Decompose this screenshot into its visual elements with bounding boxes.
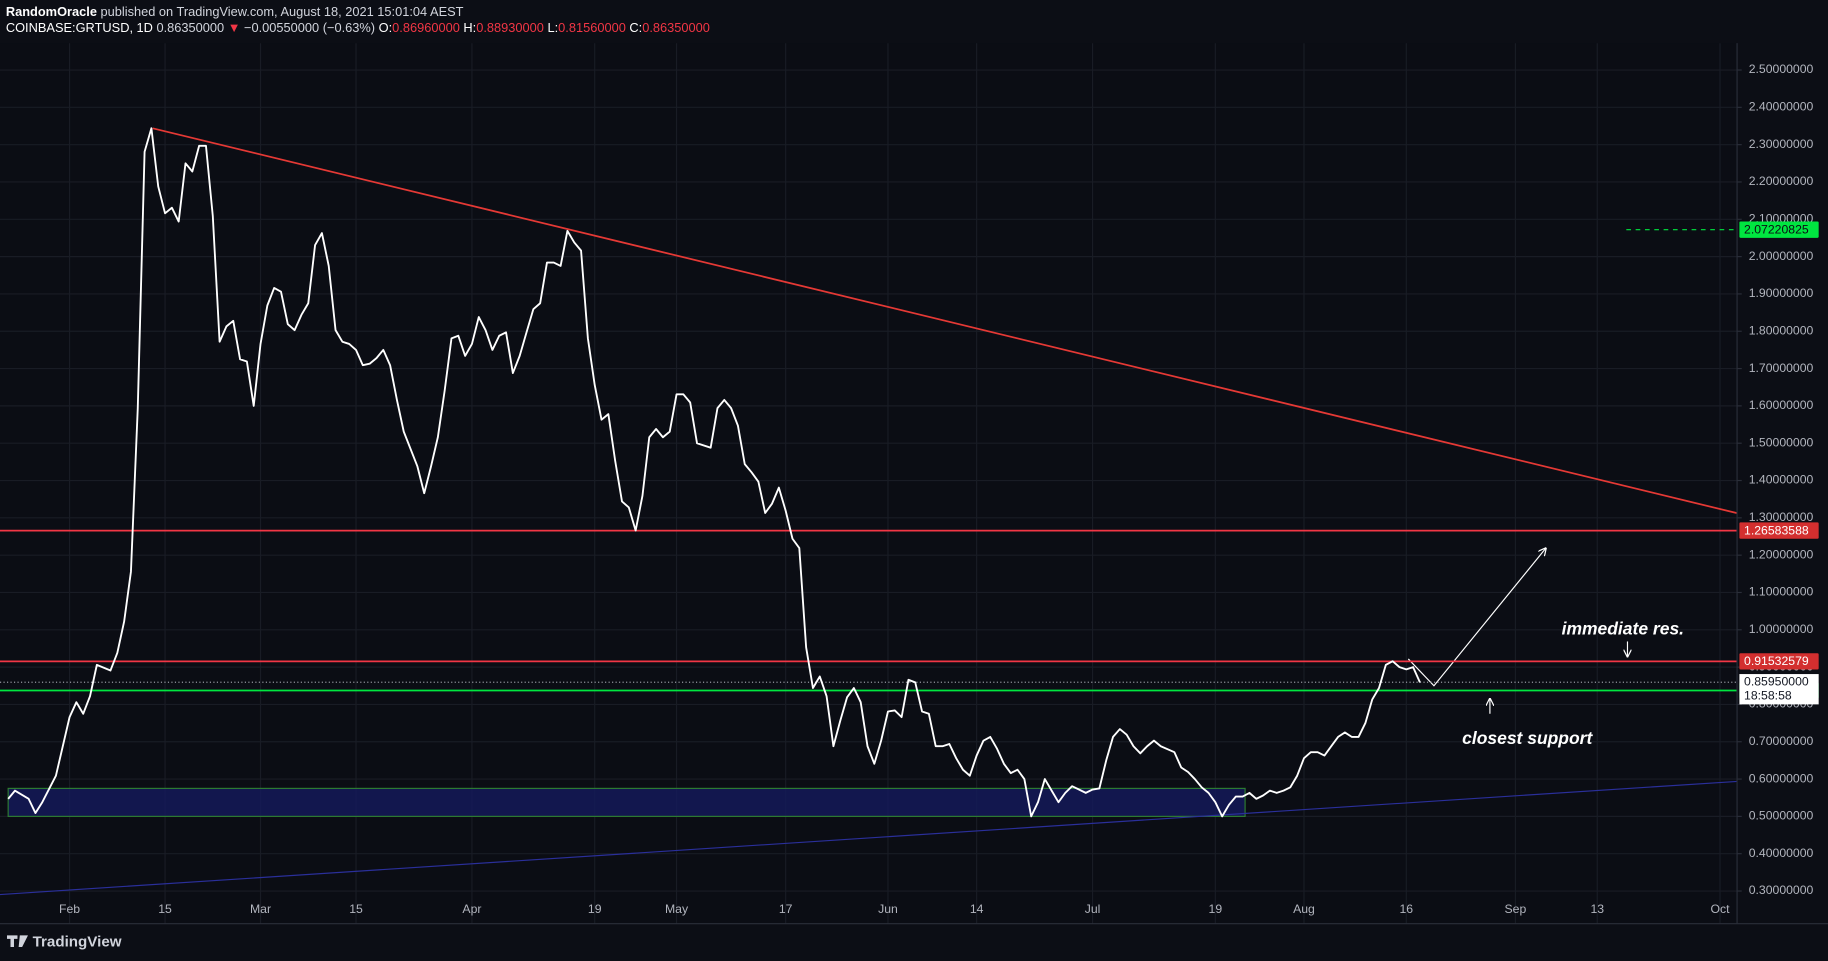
last-price-box — [1739, 674, 1819, 705]
level-label-box — [1739, 522, 1819, 539]
y-tick-label: 2.30000000 — [1749, 137, 1814, 151]
y-tick-label: 0.60000000 — [1749, 771, 1814, 785]
brand-logo — [6, 935, 28, 948]
y-tick-label: 1.50000000 — [1749, 435, 1814, 449]
y-tick-label: 1.30000000 — [1749, 510, 1814, 524]
level-label-box — [1739, 653, 1819, 670]
y-tick-label: 0.30000000 — [1749, 883, 1814, 897]
grid — [0, 43, 1738, 924]
x-tick-label: Oct — [1710, 902, 1730, 916]
x-tick-label: Apr — [462, 902, 481, 916]
ohlc-value: 0.86350000 — [642, 21, 710, 36]
level-label: 0.91532579 — [1744, 654, 1809, 668]
annotation: closest support — [1462, 728, 1593, 748]
symbol-line: COINBASE:GRTUSD, 1D 0.86350000 ▼ −0.0055… — [6, 21, 710, 36]
x-tick-label: 19 — [1209, 902, 1223, 916]
ohlc-key: O: — [379, 21, 393, 36]
ohlc-key: C: — [629, 21, 642, 36]
x-tick-label: Aug — [1293, 902, 1315, 916]
x-tick-label: Jul — [1085, 902, 1101, 916]
annotation: immediate res. — [1562, 618, 1684, 638]
ohlc-key: H: — [463, 21, 476, 36]
x-tick-label: 15 — [349, 902, 363, 916]
y-tick-label: 1.00000000 — [1749, 622, 1814, 636]
header-line: RandomOracle published on TradingView.co… — [6, 4, 464, 19]
x-tick-label: Feb — [59, 902, 80, 916]
price: 0.86350000 — [157, 21, 225, 36]
level-label: 2.07220825 — [1744, 222, 1809, 236]
symbol: COINBASE:GRTUSD, 1D — [6, 21, 153, 36]
y-tick-label: 1.90000000 — [1749, 286, 1814, 300]
y-tick-label: 1.80000000 — [1749, 323, 1814, 337]
y-tick-label: 1.10000000 — [1749, 585, 1814, 599]
brand: TradingView — [6, 933, 122, 950]
y-tick-label: 1.60000000 — [1749, 398, 1814, 412]
demand-zone — [7, 787, 1246, 817]
y-tick-label: 0.40000000 — [1749, 846, 1814, 860]
levels — [0, 229, 1738, 692]
change: −0.00550000 (−0.63%) — [244, 21, 375, 36]
x-tick-label: Mar — [250, 902, 271, 916]
y-tick-label: 1.70000000 — [1749, 361, 1814, 375]
y-tick-label: 2.40000000 — [1749, 100, 1814, 114]
last-price-label: 0.85950000 — [1744, 674, 1809, 688]
x-tick-label: Jun — [878, 902, 898, 916]
y-tick-label: 0.70000000 — [1749, 734, 1814, 748]
level-label: 1.26583588 — [1744, 523, 1809, 537]
brand-name: TradingView — [33, 933, 122, 950]
author: RandomOracle — [6, 4, 97, 19]
y-tick-label: 2.20000000 — [1749, 174, 1814, 188]
drawings — [0, 127, 1738, 896]
x-tick-label: 16 — [1399, 902, 1413, 916]
x-tick-label: 13 — [1590, 902, 1604, 916]
series — [7, 127, 1421, 818]
x-tick-label: May — [665, 902, 689, 916]
y-tick-label: 1.40000000 — [1749, 473, 1814, 487]
published: published on TradingView.com, August 18,… — [101, 4, 464, 19]
x-tick-label: 15 — [158, 902, 172, 916]
price-line — [7, 127, 1421, 818]
direction: ▼ — [228, 21, 241, 36]
x-tick-label: Sep — [1505, 902, 1527, 916]
y-tick-label: 0.50000000 — [1749, 809, 1814, 823]
ohlc-value: 0.81560000 — [558, 21, 626, 36]
resistance-trendline — [152, 127, 1738, 515]
y-tick-label: 2.00000000 — [1749, 249, 1814, 263]
ohlc-value: 0.86960000 — [392, 21, 460, 36]
y-tick-label: 2.50000000 — [1749, 62, 1814, 76]
y-tick-label: 1.20000000 — [1749, 547, 1814, 561]
level-label-box — [1739, 221, 1819, 238]
countdown: 18:58:58 — [1744, 688, 1792, 702]
ohlc-key: L: — [547, 21, 558, 36]
plot-area — [0, 43, 1738, 924]
ohlc-value: 0.88930000 — [476, 21, 544, 36]
x-tick-label: 19 — [588, 902, 602, 916]
support-trendline — [0, 780, 1738, 896]
price-labels: 1.265835880.915325790.837407182.07220825… — [1739, 221, 1819, 705]
projection-arrow — [1407, 548, 1546, 687]
x-tick-label: 14 — [970, 902, 984, 916]
x-tick-label: 17 — [779, 902, 793, 916]
